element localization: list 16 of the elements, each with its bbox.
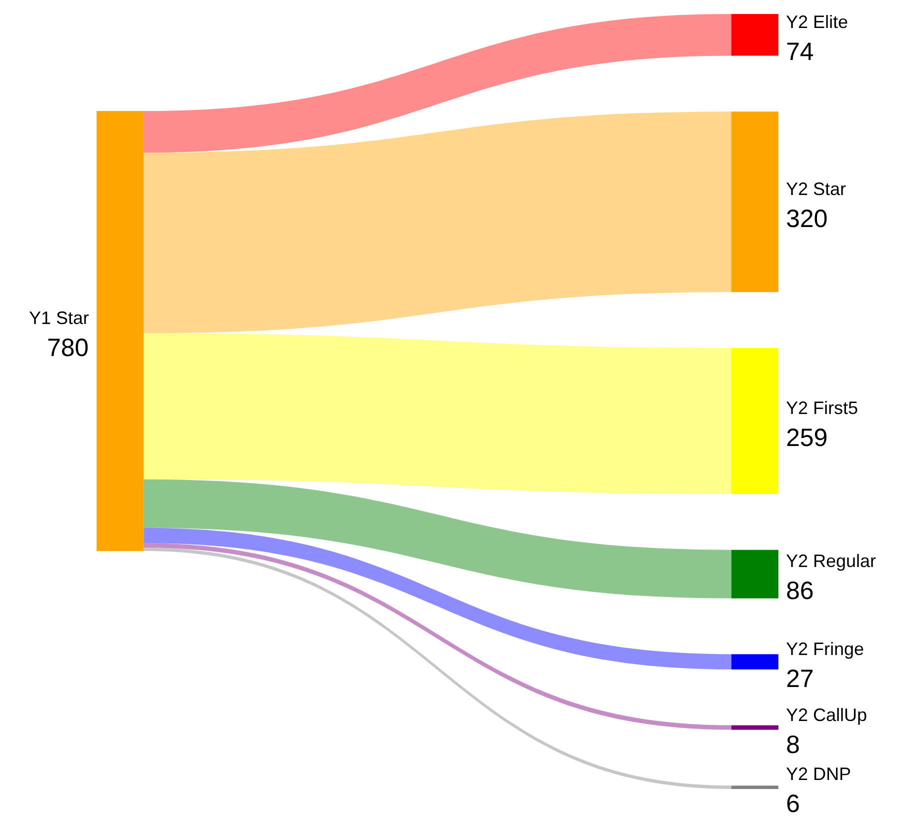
category-label: Y2 Regular — [786, 551, 876, 571]
category-label: Y1 Star — [29, 308, 90, 328]
data-label: 259 — [786, 424, 828, 452]
data-label: 27 — [786, 665, 814, 693]
category-label: Y2 CallUp — [786, 705, 868, 725]
category-label: Y2 Star — [786, 179, 846, 199]
category-label: Y2 Fringe — [786, 639, 864, 659]
category-label: Y2 DNP — [786, 764, 852, 784]
data-label: 8 — [786, 731, 800, 759]
data-label: 780 — [47, 334, 89, 362]
data-label: 86 — [786, 577, 814, 605]
category-label: Y2 Elite — [786, 12, 848, 32]
data-label: 6 — [786, 790, 800, 818]
category-label: Y2 First5 — [786, 398, 858, 418]
data-label: 320 — [786, 205, 828, 233]
data-label: 74 — [786, 38, 814, 66]
